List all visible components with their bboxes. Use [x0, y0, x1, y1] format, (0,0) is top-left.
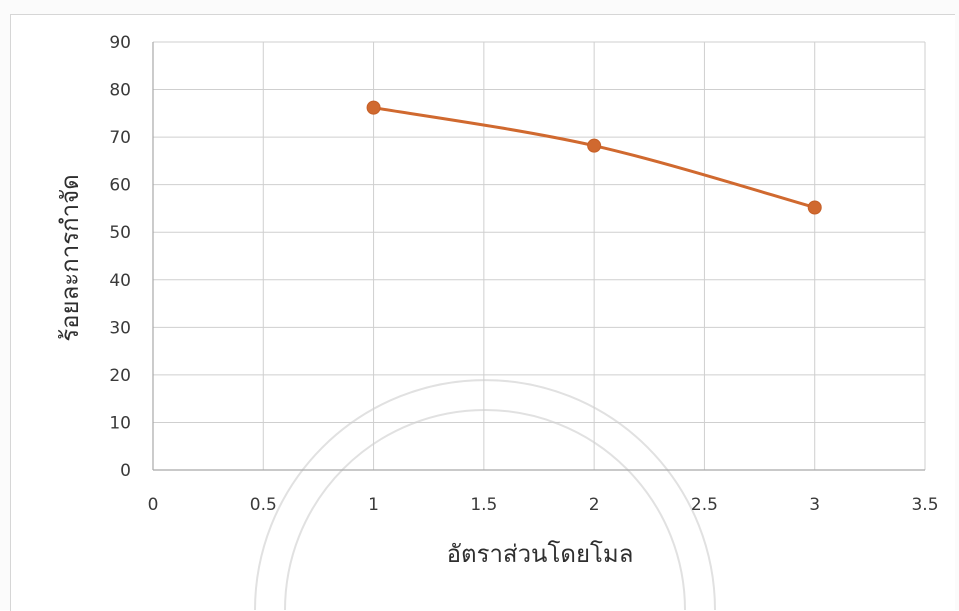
x-axis-title: อัตราส่วนโดยโมล: [447, 540, 634, 568]
y-tick-label: 70: [109, 128, 131, 148]
y-tick-label: 20: [109, 366, 131, 386]
y-tick-label: 50: [109, 223, 131, 243]
x-tick-labels: 0 0.5 1 1.5 2 2.5 3 3.5: [148, 495, 939, 515]
x-tick-label: 3.5: [911, 495, 938, 515]
data-point: [587, 138, 602, 153]
x-tick-label: 0: [148, 495, 159, 515]
x-tick-label: 0.5: [250, 495, 277, 515]
data-point: [366, 100, 381, 115]
y-tick-label: 40: [109, 271, 131, 291]
y-tick-label: 80: [109, 81, 131, 101]
x-tick-label: 2.5: [691, 495, 718, 515]
x-tick-label: 2: [589, 495, 600, 515]
y-axis-title: ร้อยละการกำจัด: [56, 174, 84, 342]
x-tick-label: 1: [368, 495, 379, 515]
watermark-arc-outer: [254, 379, 716, 610]
y-tick-label: 10: [109, 413, 131, 433]
y-tick-label: 60: [109, 176, 131, 196]
grid: [153, 41, 926, 470]
watermark-arcs: [254, 379, 716, 610]
x-tick-label: 3: [809, 495, 820, 515]
y-tick-labels: 0 10 20 30 40 50 60 70 80 90: [109, 33, 131, 481]
y-tick-label: 0: [120, 461, 131, 481]
x-tick-label: 1.5: [470, 495, 497, 515]
data-point: [807, 200, 822, 215]
axes: [152, 42, 925, 471]
chart-frame: [10, 14, 955, 611]
y-tick-label: 30: [109, 318, 131, 338]
series: [366, 100, 822, 215]
watermark-arc-inner: [284, 409, 686, 610]
y-tick-label: 90: [109, 33, 131, 53]
